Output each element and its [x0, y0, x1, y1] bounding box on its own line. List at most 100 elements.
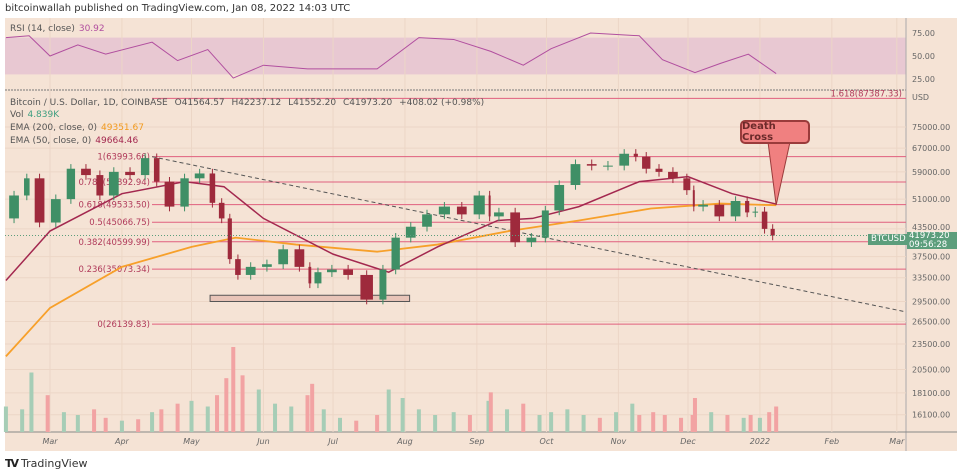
- candle: [642, 156, 651, 169]
- ema200-legend: EMA (200, close, 0) 49351.67: [10, 123, 148, 133]
- volume-bar: [651, 412, 656, 432]
- volume-bar: [662, 415, 667, 432]
- volume-bar: [486, 400, 491, 432]
- candle: [730, 200, 741, 217]
- change-value: +408.02 (+0.98%): [399, 98, 485, 108]
- price-tick-label: 16100.00: [912, 411, 950, 420]
- rsi-tick-label: 25.00: [912, 75, 935, 84]
- volume-bar: [565, 409, 570, 432]
- symbol-legend: Bitcoin / U.S. Dollar, 1D, COINBASE O415…: [10, 98, 488, 108]
- volume-bar: [224, 378, 229, 432]
- volume-bar: [433, 415, 438, 432]
- candle: [294, 249, 305, 267]
- volume-bar: [451, 412, 456, 432]
- price-tick-label: 67000.00: [912, 144, 950, 153]
- price-tick-label: 26500.00: [912, 318, 950, 327]
- candle: [24, 178, 30, 196]
- volume-bar: [205, 406, 210, 432]
- candle: [278, 249, 289, 265]
- volume-bar: [3, 406, 8, 432]
- volume-bar: [614, 412, 619, 432]
- candle: [50, 199, 61, 223]
- candle: [180, 178, 189, 207]
- x-tick-label: Nov: [611, 437, 627, 446]
- ema200-label: EMA (200, close, 0): [10, 123, 98, 133]
- support-box: [209, 294, 411, 302]
- candle: [209, 173, 216, 203]
- volume-bar: [521, 403, 526, 432]
- ema50-line: [5, 175, 777, 282]
- ema50-label: EMA (50, close, 0): [10, 136, 92, 146]
- x-tick-label: Jul: [326, 437, 338, 446]
- candle: [473, 195, 485, 215]
- open-value: O41564.57: [174, 98, 225, 108]
- volume-bar: [505, 409, 510, 432]
- candle: [108, 171, 119, 196]
- rsi-tick-label: 50.00: [912, 52, 935, 61]
- tradingview-logo[interactable]: TV TradingView: [5, 457, 88, 470]
- price-tick-label: 51000.00: [912, 195, 950, 204]
- fib-level-label: 0(26139.83): [97, 320, 150, 330]
- volume-bar: [338, 417, 342, 432]
- candle: [488, 195, 491, 217]
- fib-level-label: 1.618(87387.33): [830, 89, 902, 99]
- candle: [603, 165, 613, 167]
- volume-bar: [231, 347, 236, 432]
- volume-bar: [273, 403, 278, 432]
- volume-bar: [150, 412, 155, 432]
- candle: [438, 206, 450, 215]
- volume-bar: [630, 403, 635, 432]
- volume-bar: [103, 417, 108, 432]
- death-cross-callout[interactable]: Death Cross: [740, 120, 810, 144]
- tradingview-logo-icon: TV: [5, 457, 19, 470]
- price-tick-label: 59000.00: [912, 168, 950, 177]
- volume-bar: [189, 400, 194, 432]
- rsi-legend: RSI (14, close) 30.92: [10, 24, 109, 34]
- candle: [633, 153, 638, 157]
- price-tick-label: 37500.00: [912, 253, 950, 262]
- volume-bar: [215, 395, 220, 432]
- fib-level-label: 0.382(40599.99): [78, 238, 150, 248]
- candle: [343, 269, 353, 275]
- volume-bar: [690, 415, 695, 432]
- candle: [570, 164, 581, 185]
- candle: [96, 175, 104, 196]
- ema50-value: 49664.46: [95, 136, 139, 146]
- candle: [308, 266, 312, 284]
- volume-bar: [757, 417, 762, 432]
- rsi-line: [5, 32, 777, 79]
- rsi-value: 30.92: [78, 24, 105, 34]
- x-tick-label: Mar: [42, 437, 58, 446]
- candle: [227, 218, 232, 260]
- price-tick-label: 20500.00: [912, 366, 950, 375]
- volume-bar: [321, 409, 326, 432]
- volume-bar: [400, 398, 405, 432]
- candle: [745, 200, 750, 213]
- fib-level-label: 1(63993.66): [97, 153, 150, 163]
- candle: [153, 158, 160, 182]
- last-price: 41973.20: [909, 231, 950, 241]
- candle: [494, 212, 504, 217]
- volume-bar: [748, 415, 753, 432]
- candle: [218, 202, 225, 219]
- ema200-value: 49351.67: [101, 123, 144, 133]
- candle: [245, 266, 256, 275]
- low-value: L41552.20: [288, 98, 337, 108]
- candle: [360, 274, 373, 300]
- logo-text: TradingView: [21, 457, 88, 470]
- volume-bar: [767, 412, 772, 432]
- published-header: bitcoinwallah published on TradingView.c…: [5, 3, 351, 14]
- candle: [34, 178, 45, 223]
- volume-bar: [597, 417, 602, 432]
- volume-bar: [310, 383, 315, 432]
- candle: [526, 237, 537, 243]
- rsi-label: RSI (14, close): [10, 24, 75, 34]
- volume-bar: [709, 412, 714, 432]
- volume-bar: [136, 419, 141, 432]
- candle: [235, 259, 241, 275]
- fib-level-label: 0.5(45066.75): [89, 218, 150, 228]
- volume-bar: [289, 406, 294, 432]
- x-tick-label: Feb: [825, 437, 840, 446]
- candle: [140, 158, 150, 176]
